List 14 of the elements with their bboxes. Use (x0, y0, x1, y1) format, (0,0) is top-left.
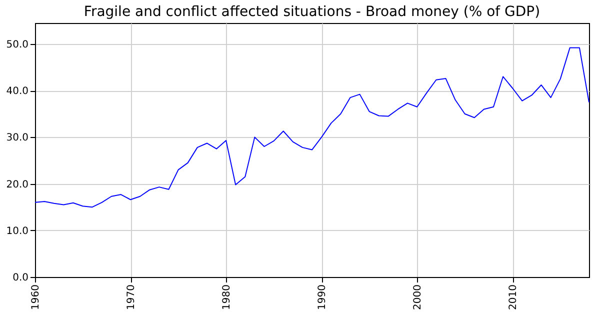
line-series (34, 47, 590, 208)
y-tick-label: 50.0 (6, 39, 28, 50)
x-tick-label: 2000 (412, 284, 424, 310)
y-tick-label: 10.0 (6, 226, 28, 237)
y-tick-label: 0.0 (12, 272, 28, 284)
chart-title: Fragile and conflict affected situations - Broad money (% of GDP) (84, 4, 540, 20)
x-tick-label: 2010 (508, 284, 520, 310)
x-tick-label: 1960 (30, 284, 42, 310)
y-tick-label: 30.0 (6, 132, 28, 144)
x-tick-label: 1990 (317, 284, 328, 310)
x-tick-label: 1970 (126, 284, 138, 310)
y-tick-label: 40.0 (6, 86, 28, 98)
x-tick-label: 1980 (222, 284, 233, 310)
y-tick-label: 20.0 (6, 179, 28, 190)
